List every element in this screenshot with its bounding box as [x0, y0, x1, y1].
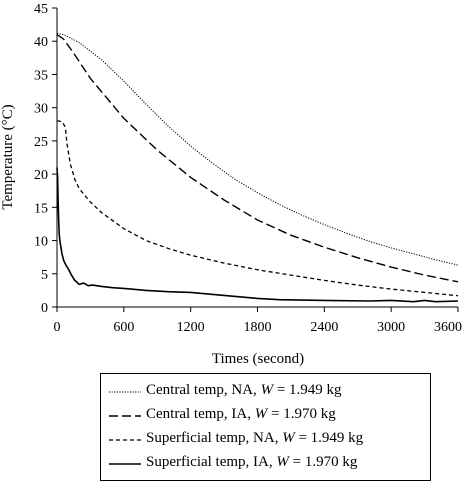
y-tick-label: 30	[34, 102, 48, 117]
series-line-3	[57, 120, 459, 297]
y-tick-label: 15	[34, 201, 48, 216]
x-tick-label: 3600	[434, 320, 462, 335]
legend-item: Central temp, NA, W = 1.949 kg	[101, 380, 430, 404]
legend-label: Superficial temp, NA, W = 1.949 kg	[146, 430, 364, 446]
legend-item: Superficial temp, IA, W = 1.970 kg	[101, 452, 430, 476]
legend-label: Central temp, IA, W = 1.970 kg	[146, 406, 336, 422]
y-tick-label: 45	[34, 2, 48, 17]
x-tick-label: 600	[113, 320, 134, 335]
legend: Central temp, NA, W = 1.949 kg Central te…	[100, 373, 431, 481]
legend-swatch	[109, 391, 141, 393]
x-axis-title: Times (second)	[212, 351, 304, 367]
y-tick-label: 5	[41, 268, 48, 283]
y-tick-label: 10	[34, 235, 48, 250]
x-tick-label: 2400	[310, 320, 338, 335]
y-tick-label: 25	[34, 135, 48, 150]
x-tick-label: 1800	[244, 320, 272, 335]
legend-swatch	[109, 463, 141, 465]
line-chart: 0 5 10 15 20 25 30 35 40 45 0 600 1200 1800 2400 3000 3…	[0, 2, 463, 367]
series-line-1	[56, 32, 459, 266]
y-tick-label: 0	[41, 301, 48, 316]
y-tick-labels: 0 5 10 15 20 25 30 35 40 45	[34, 2, 48, 316]
y-tick-label: 35	[34, 68, 48, 83]
series-line-4	[56, 167, 459, 303]
legend-swatch	[109, 415, 141, 417]
legend-item: Central temp, IA, W = 1.970 kg	[101, 404, 430, 428]
y-tick-label: 20	[34, 168, 48, 183]
legend-swatch	[109, 439, 141, 441]
legend-label: Superficial temp, IA, W = 1.970 kg	[146, 454, 358, 470]
x-tick-label: 3000	[377, 320, 405, 335]
legend-item: Superficial temp, NA, W = 1.949 kg	[101, 428, 430, 452]
plot-area	[52, 7, 459, 312]
series-line-2	[56, 34, 459, 283]
x-tick-label: 0	[54, 320, 61, 335]
y-axis-title: Temperature (°C)	[0, 104, 16, 209]
x-tick-labels: 0 600 1200 1800 2400 3000 3600	[54, 320, 463, 335]
legend-label: Central temp, NA, W = 1.949 kg	[146, 382, 342, 398]
x-tick-label: 1200	[177, 320, 205, 335]
y-tick-label: 40	[34, 35, 48, 50]
